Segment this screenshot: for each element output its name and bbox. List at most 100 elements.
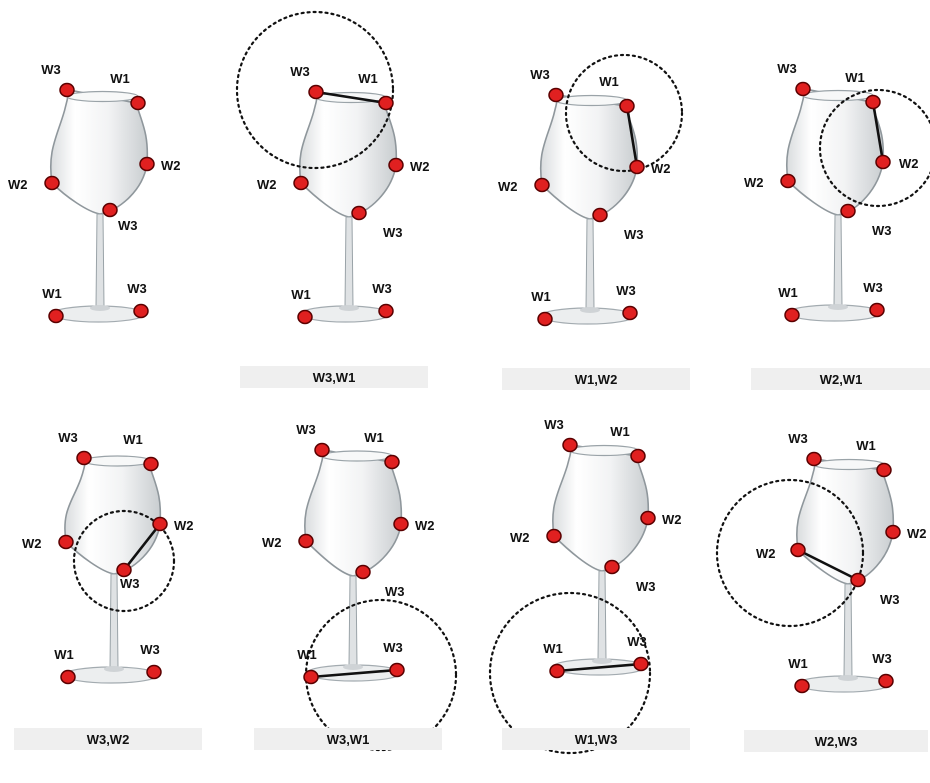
glass-panel-6: W3 W1 W2 W2 W3 W1 W3 W3,W1	[254, 422, 458, 752]
marker-label: W1	[599, 74, 619, 89]
panel-caption: W2,W1	[820, 372, 863, 387]
caption-box	[14, 728, 202, 750]
marker-dot	[298, 533, 314, 549]
marker-label: W3	[383, 640, 403, 655]
marker-label: W3	[788, 431, 808, 446]
marker-dot	[133, 303, 149, 319]
glass-panel-1: W3 W1 W2 W2 W3 W1 W3	[8, 62, 181, 324]
marker-label: W2	[22, 536, 42, 551]
marker-label: W3	[290, 64, 310, 79]
connection-line	[625, 104, 639, 169]
glass-panel-7: W3 W1 W2 W2 W3 W1 W3 W1,W3	[488, 417, 690, 755]
marker-label: W3	[616, 283, 636, 298]
marker-dot	[640, 510, 656, 526]
wine-glass	[299, 91, 398, 323]
marker-dot	[876, 462, 892, 478]
marker-label: W1	[123, 432, 143, 447]
marker-label: W2	[262, 535, 282, 550]
marker-dot	[850, 572, 866, 588]
wine-glass	[50, 89, 149, 323]
marker-label: W2	[662, 512, 682, 527]
caption-box	[751, 368, 930, 390]
marker-dot	[619, 98, 635, 114]
marker-label: W2	[899, 156, 919, 171]
caption-box	[502, 728, 690, 750]
marker-dot	[314, 442, 330, 458]
marker-label: W1	[788, 656, 808, 671]
marker-label: W3	[118, 218, 138, 233]
caption-box	[502, 368, 690, 390]
glass-panel-5: W3 W1 W2 W2 W3 W1 W3 W3,W2	[14, 430, 202, 750]
marker-label: W2	[8, 177, 28, 192]
marker-dot	[885, 524, 901, 540]
marker-dot	[130, 95, 146, 111]
marker-dot	[562, 437, 578, 453]
glass-panel-4: W3 W1 W2 W2 W3 W1 W3 W2,W1	[744, 61, 930, 390]
marker-label: W2	[651, 161, 671, 176]
marker-dot	[633, 656, 649, 672]
dotted-highlight-circle	[235, 10, 395, 170]
marker-label: W1	[856, 438, 876, 453]
marker-label: W3	[385, 584, 405, 599]
glass-panel-3: W3 W1 W2 W2 W3 W1 W3 W1,W2	[498, 53, 690, 390]
marker-dot	[790, 542, 806, 558]
marker-dot	[303, 669, 319, 685]
marker-dot	[393, 516, 409, 532]
marker-dot	[388, 157, 404, 173]
marker-label: W1	[543, 641, 563, 656]
wine-glass	[63, 455, 162, 684]
panel-caption: W3,W1	[327, 732, 370, 747]
wine-glass	[786, 88, 885, 322]
marker-label: W3	[777, 61, 797, 76]
marker-dot	[794, 678, 810, 694]
marker-dot	[389, 662, 405, 678]
marker-dot	[60, 669, 76, 685]
marker-label: W2	[907, 526, 927, 541]
marker-dot	[297, 309, 313, 325]
marker-dot	[875, 154, 891, 170]
marker-dot	[139, 156, 155, 172]
marker-label: W3	[880, 592, 900, 607]
marker-dot	[146, 664, 162, 680]
marker-label: W2	[415, 518, 435, 533]
marker-label: W3	[624, 227, 644, 242]
marker-dot	[308, 84, 324, 100]
marker-dot	[629, 159, 645, 175]
marker-label: W2	[174, 518, 194, 533]
marker-dot	[116, 562, 132, 578]
wine-glass	[552, 444, 650, 676]
marker-label: W3	[872, 223, 892, 238]
marker-dot	[44, 175, 60, 191]
marker-label: W2	[161, 158, 181, 173]
marker-label: W3	[627, 634, 647, 649]
marker-dot	[378, 95, 394, 111]
marker-dot	[878, 673, 894, 689]
marker-label: W1	[54, 647, 74, 662]
marker-label: W3	[383, 225, 403, 240]
panel-caption: W1,W2	[575, 372, 618, 387]
marker-label: W1	[291, 287, 311, 302]
connection-line	[122, 522, 162, 572]
marker-dot	[152, 516, 168, 532]
marker-dot	[622, 305, 638, 321]
marker-dot	[102, 202, 118, 218]
panel-caption: W3,W2	[87, 732, 130, 747]
marker-dot	[630, 448, 646, 464]
marker-dot	[355, 564, 371, 580]
marker-dot	[780, 173, 796, 189]
connection-line	[314, 90, 388, 105]
marker-dot	[143, 456, 159, 472]
marker-dot	[549, 663, 565, 679]
marker-dot	[869, 302, 885, 318]
marker-dot	[546, 528, 562, 544]
marker-dot	[604, 559, 620, 575]
marker-dot	[806, 451, 822, 467]
dotted-highlight-circle	[72, 509, 176, 613]
marker-dot	[840, 203, 856, 219]
marker-label: W1	[110, 71, 130, 86]
connection-line	[871, 100, 885, 164]
marker-label: W3	[41, 62, 61, 77]
caption-box	[240, 366, 428, 388]
marker-dot	[48, 308, 64, 324]
marker-label: W1	[531, 289, 551, 304]
